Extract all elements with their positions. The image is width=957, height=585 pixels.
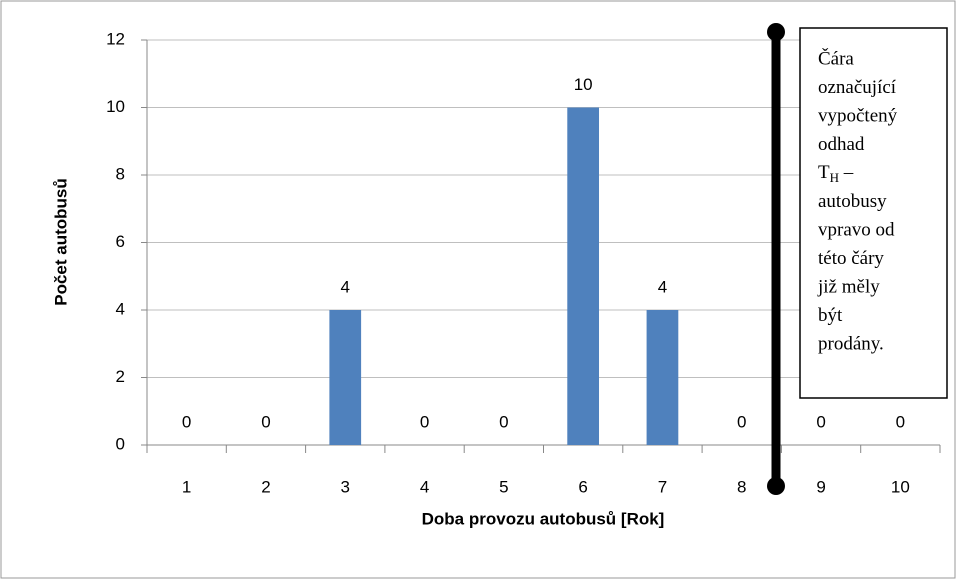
annotation-text: autobusy — [818, 191, 887, 212]
x-tick-label: 9 — [816, 477, 825, 496]
x-tick-label: 10 — [891, 477, 910, 496]
y-tick-label: 2 — [116, 367, 125, 386]
y-tick-label: 12 — [106, 29, 125, 48]
annotation-suffix: – — [839, 162, 854, 183]
data-label: 4 — [341, 277, 350, 296]
data-label: 0 — [499, 412, 508, 431]
y-tick-label: 6 — [116, 232, 125, 251]
annotation-text: již měly — [817, 276, 880, 297]
bar — [567, 107, 600, 445]
annotation-text: odhad — [818, 134, 865, 155]
annotation-text: této čáry — [818, 248, 884, 269]
y-tick-label: 4 — [116, 299, 125, 318]
x-tick-label: 6 — [578, 477, 587, 496]
y-tick-label: 8 — [116, 164, 125, 183]
annotation-symbol: T — [818, 162, 830, 183]
data-label: 10 — [574, 75, 593, 94]
threshold-end — [767, 23, 785, 41]
data-label: 0 — [182, 412, 191, 431]
x-tick-label: 1 — [182, 477, 191, 496]
annotation-text: vpravo od — [818, 219, 895, 240]
x-tick-label: 4 — [420, 477, 429, 496]
x-tick-label: 5 — [499, 477, 508, 496]
annotation-text: být — [818, 305, 843, 326]
y-tick-label: 0 — [116, 434, 125, 453]
data-label: 0 — [420, 412, 429, 431]
y-tick-label: 10 — [106, 97, 125, 116]
annotation-text: prodány. — [818, 333, 884, 354]
x-tick-label: 2 — [261, 477, 270, 496]
annotation-box — [799, 27, 948, 399]
x-tick-label: 3 — [341, 477, 350, 496]
x-tick-label: 8 — [737, 477, 746, 496]
y-axis-title: Počet autobusů — [51, 178, 70, 306]
threshold-end — [767, 477, 785, 495]
annotation-text: Čára — [818, 47, 854, 69]
x-axis-title: Doba provozu autobusů [Rok] — [422, 509, 665, 528]
data-label: 0 — [737, 412, 746, 431]
data-label: 0 — [896, 412, 905, 431]
x-tick-label: 7 — [658, 477, 667, 496]
data-label: 0 — [816, 412, 825, 431]
bar — [646, 310, 679, 445]
annotation-text: označující — [818, 77, 897, 98]
data-label: 4 — [658, 277, 667, 296]
annotation-text: TH – — [818, 162, 854, 185]
annotation-subscript: H — [830, 170, 839, 185]
bar — [329, 310, 362, 445]
annotation-text: vypočtený — [818, 105, 898, 126]
data-label: 0 — [261, 412, 270, 431]
